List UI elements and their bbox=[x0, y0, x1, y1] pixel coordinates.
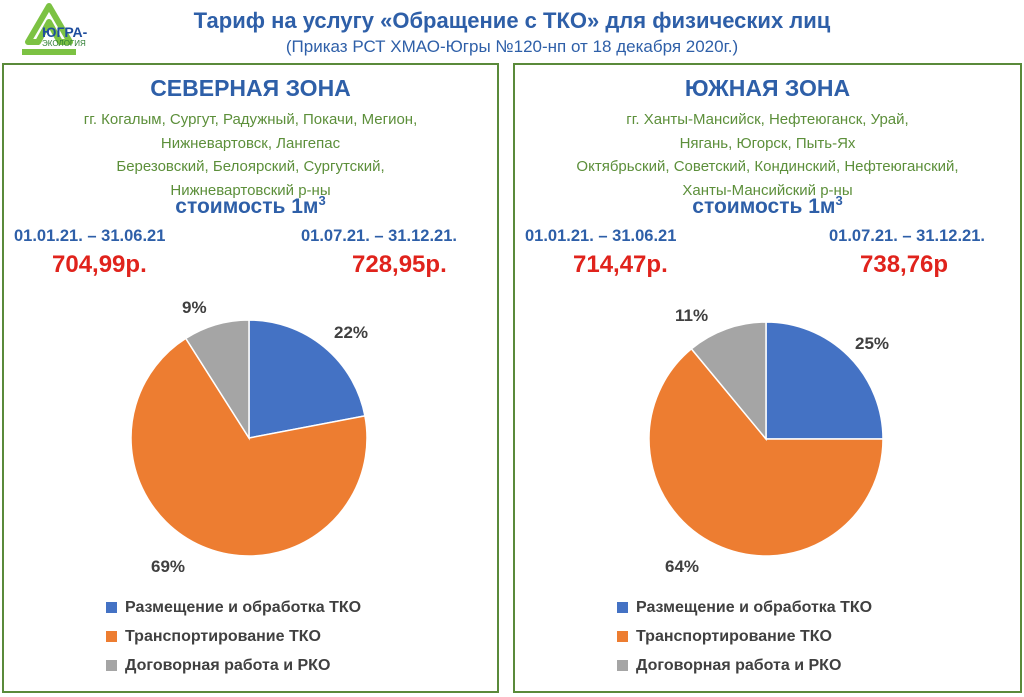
legend-swatch-orange bbox=[106, 631, 117, 642]
legend-swatch-blue bbox=[106, 602, 117, 613]
cost-sup: 3 bbox=[835, 193, 843, 208]
city-line: гг. Когалым, Сургут, Радужный, Покачи, М… bbox=[83, 111, 418, 128]
pct-label-1: 69% bbox=[151, 557, 185, 576]
legend-label: Размещение и обработка ТКО bbox=[636, 598, 873, 616]
legend-label: Транспортирование ТКО bbox=[636, 627, 832, 645]
legend-item: Транспортирование ТКО bbox=[617, 622, 872, 651]
zone-title: СЕВЕРНАЯ ЗОНА bbox=[150, 75, 351, 101]
slice-contracts bbox=[184, 319, 250, 441]
city-line: Нягань, Югорск, Пыть-Ях bbox=[679, 134, 856, 152]
pct-label-2: 11% bbox=[675, 306, 708, 325]
logo-subtext: ЭКОЛОГИЯ bbox=[42, 39, 86, 48]
city-line: Нижневартовск, Лангепас bbox=[160, 134, 341, 152]
city-line: гг. Ханты-Мансийск, Нефтеюганск, Урай, bbox=[626, 111, 909, 128]
city-line: Нижневартовский р-ны bbox=[170, 181, 331, 199]
period-1: 01.01.21. – 31.06.21 bbox=[525, 227, 677, 245]
zone-cities: гг. Когалым, Сургут, Радужный, Покачи, М… bbox=[4, 108, 497, 202]
pct-label-0: 25% bbox=[855, 334, 889, 353]
price-2: 738,76р bbox=[860, 251, 949, 278]
legend-label: Транспортирование ТКО bbox=[125, 627, 321, 645]
slice-transport bbox=[648, 347, 884, 557]
slice-contracts bbox=[690, 321, 767, 442]
price-1: 714,47р. bbox=[573, 251, 668, 278]
logo: ЮГРА- ЭКОЛОГИЯ bbox=[12, 2, 88, 62]
period-2: 01.07.21. – 31.12.21. bbox=[301, 227, 457, 245]
legend-swatch-gray bbox=[617, 660, 628, 671]
period-2: 01.07.21. – 31.12.21. bbox=[829, 227, 985, 245]
cost-label: стоимость 1м3 bbox=[515, 193, 1020, 219]
page-title: Тариф на услугу «Обращение с ТКО» для фи… bbox=[193, 8, 831, 33]
legend-item: Размещение и обработка ТКО bbox=[617, 593, 872, 622]
legend-label: Договорная работа и РКО bbox=[125, 656, 331, 674]
cost-text: стоимость 1м bbox=[175, 195, 319, 218]
legend-item: Договорная работа и РКО bbox=[106, 651, 361, 680]
chart-legend: Размещение и обработка ТКО Транспортиров… bbox=[106, 593, 361, 680]
zone-title: ЮЖНАЯ ЗОНА bbox=[684, 75, 851, 101]
pct-label-2: 9% bbox=[182, 298, 207, 317]
north-pie-chart: 22% 69% 9% bbox=[130, 298, 368, 576]
legend-item: Размещение и обработка ТКО bbox=[106, 593, 361, 622]
pct-label-0: 22% bbox=[334, 323, 368, 342]
recycle-logo-icon bbox=[22, 3, 76, 55]
south-zone-panel: ЮЖНАЯ ЗОНА гг. Ханты-Мансийск, Нефтеюган… bbox=[513, 63, 1022, 693]
chart-legend: Размещение и обработка ТКО Транспортиров… bbox=[617, 593, 872, 680]
price-1: 704,99р. bbox=[52, 251, 147, 278]
city-line: Березовский, Белоярский, Сургутский, bbox=[116, 158, 385, 175]
zone-cities: гг. Ханты-Мансийск, Нефтеюганск, Урай, Н… bbox=[515, 108, 1020, 202]
slice-placement bbox=[248, 319, 366, 439]
legend-swatch-orange bbox=[617, 631, 628, 642]
page-subtitle: (Приказ РСТ ХМАО-Югры №120-нп от 18 дека… bbox=[285, 37, 739, 56]
legend-label: Договорная работа и РКО bbox=[636, 656, 842, 674]
legend-label: Размещение и обработка ТКО bbox=[125, 598, 362, 616]
cost-sup: 3 bbox=[318, 193, 326, 208]
legend-item: Договорная работа и РКО bbox=[617, 651, 872, 680]
pct-label-1: 64% bbox=[665, 557, 699, 576]
slice-placement bbox=[765, 321, 884, 440]
cost-text: стоимость 1м bbox=[692, 195, 836, 218]
legend-item: Транспортирование ТКО bbox=[106, 622, 361, 651]
south-pie-chart: 25% 64% 11% bbox=[648, 306, 889, 576]
legend-swatch-blue bbox=[617, 602, 628, 613]
city-line: Ханты-Мансийский р-ны bbox=[682, 181, 853, 199]
logo-text: ЮГРА- bbox=[42, 24, 88, 40]
city-line: Октябрьский, Советский, Кондинский, Нефт… bbox=[576, 158, 959, 175]
legend-swatch-gray bbox=[106, 660, 117, 671]
north-zone-panel: СЕВЕРНАЯ ЗОНА гг. Когалым, Сургут, Радуж… bbox=[2, 63, 499, 693]
period-1: 01.01.21. – 31.06.21 bbox=[14, 227, 166, 245]
slice-transport bbox=[130, 337, 368, 557]
price-2: 728,95р. bbox=[352, 251, 447, 278]
cost-label: стоимость 1м3 bbox=[4, 193, 497, 219]
